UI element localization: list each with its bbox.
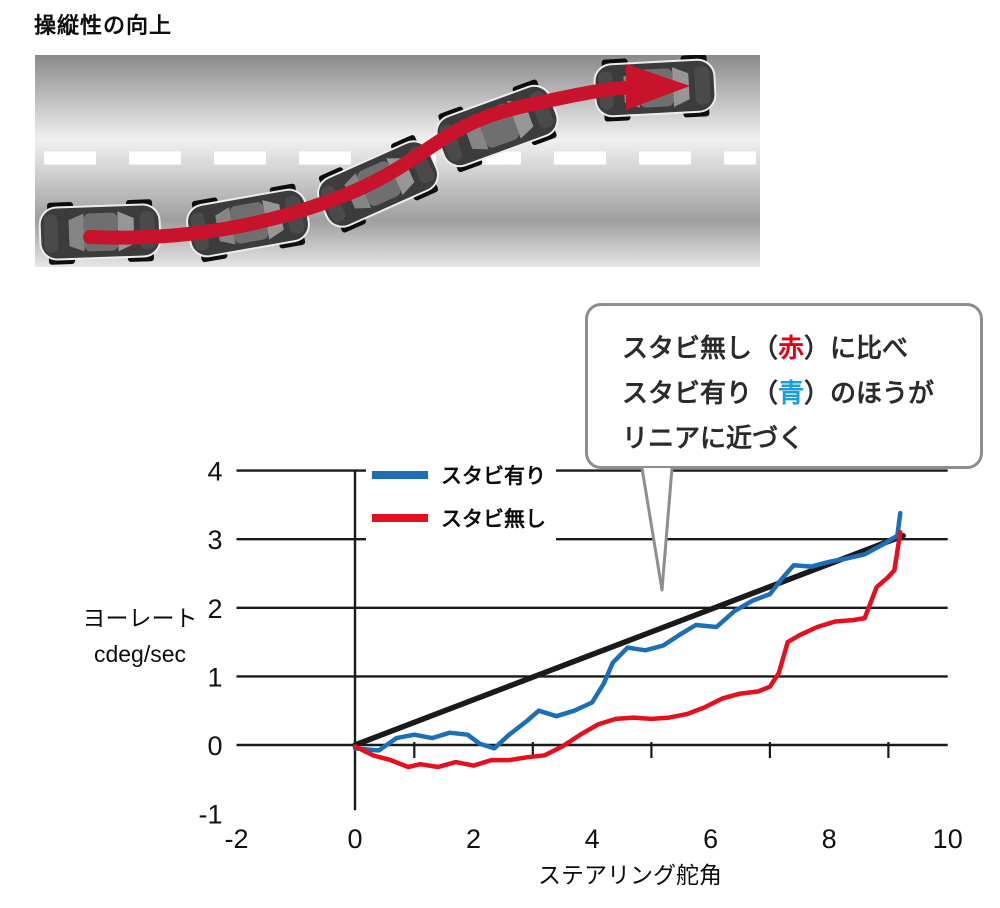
callout-text: ）に比べ — [804, 333, 909, 363]
legend-item-with-stabilizer: スタビ有り — [372, 460, 546, 490]
svg-text:8: 8 — [822, 824, 837, 854]
svg-text:10: 10 — [933, 824, 963, 854]
svg-text:2: 2 — [466, 824, 481, 854]
callout-emphasis-blue: 青 — [778, 378, 805, 408]
x-axis-label: ステアリング舵角 — [538, 862, 722, 888]
page-title: 操縦性の向上 — [34, 13, 173, 38]
callout-text: ）のほうが — [804, 378, 935, 408]
svg-text:-1: -1 — [198, 800, 222, 830]
legend-swatch-blue — [372, 471, 428, 479]
legend-swatch-red — [372, 514, 428, 522]
maneuver-arrowhead — [626, 64, 690, 110]
callout-text: スタビ有り（ — [622, 378, 779, 408]
svg-text:6: 6 — [703, 824, 718, 854]
maneuver-arrow — [83, 80, 647, 245]
svg-text:0: 0 — [207, 731, 222, 761]
y-axis-label-line1: ヨーレート — [82, 605, 198, 631]
svg-text:4: 4 — [585, 824, 600, 854]
y-axis-label-line2: cdeg/sec — [93, 641, 187, 667]
callout-line-2: スタビ有り（青）のほうが — [622, 371, 980, 416]
y-axis-label: ヨーレート cdeg/sec — [66, 600, 214, 672]
road-illustration — [35, 55, 760, 267]
callout-line-3: リニアに近づく — [622, 423, 805, 453]
callout-line-1: スタビ無し（赤）に比べ — [622, 326, 980, 371]
callout-tail — [640, 467, 674, 592]
svg-text:0: 0 — [347, 824, 362, 854]
svg-text:2: 2 — [207, 594, 222, 624]
svg-text:-2: -2 — [224, 824, 248, 854]
callout-bubble: スタビ無し（赤）に比べ スタビ有り（青）のほうが リニアに近づく — [585, 303, 983, 469]
legend-label: スタビ無し — [441, 508, 546, 531]
svg-text:3: 3 — [207, 525, 222, 555]
callout-text: スタビ無し（ — [622, 333, 779, 363]
svg-text:4: 4 — [207, 457, 222, 487]
chart-legend: スタビ有り スタビ無し — [366, 454, 556, 548]
svg-text:1: 1 — [207, 662, 222, 692]
legend-label: スタビ有り — [441, 465, 546, 488]
callout-emphasis-red: 赤 — [778, 333, 805, 363]
legend-item-without-stabilizer: スタビ無し — [372, 503, 546, 533]
